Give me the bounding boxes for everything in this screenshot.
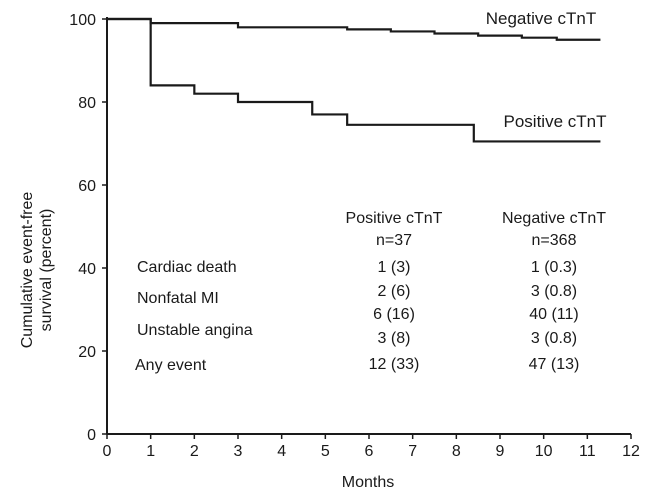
event-table: Positive cTnT n=37 Negative cTnT n=368 C… — [135, 210, 606, 374]
y-tick-label: 0 — [87, 427, 96, 444]
x-tick-label: 9 — [496, 443, 505, 460]
table-cell: 40 (11) — [529, 306, 579, 323]
table-header-positive: Positive cTnT — [346, 210, 443, 227]
y-axis-title-line-2: survival (percent) — [38, 209, 55, 332]
survival-curve-positive — [107, 17, 601, 143]
survival-curve-negative — [107, 17, 601, 41]
y-tick-label: 20 — [78, 344, 96, 361]
table-cell: 1 (3) — [378, 259, 411, 276]
table-cell: 6 (16) — [373, 306, 415, 323]
y-tick-label: 60 — [78, 178, 96, 195]
table-row-label: Cardiac death — [137, 259, 237, 276]
x-tick-label: 2 — [190, 443, 199, 460]
table-header-negative: Negative cTnT — [502, 210, 606, 227]
x-tick-label: 1 — [146, 443, 155, 460]
table-cell: 3 (0.8) — [531, 283, 577, 300]
table-cell: 2 (6) — [378, 283, 411, 300]
y-tick-label: 100 — [69, 12, 96, 29]
table-cell: 3 (8) — [378, 330, 411, 347]
x-ticks: 0 1 2 3 4 5 6 7 8 9 10 11 12 — [103, 434, 640, 460]
series-label-negative: Negative cTnT — [486, 9, 597, 28]
table-header-negative-n: n=368 — [532, 232, 577, 249]
x-tick-label: 4 — [277, 443, 286, 460]
y-tick-label: 40 — [78, 261, 96, 278]
series-labels: Negative cTnT Positive cTnT — [486, 9, 607, 131]
x-tick-label: 0 — [103, 443, 112, 460]
table-row-label: Unstable angina — [137, 322, 253, 339]
x-axis-title: Months — [342, 474, 394, 491]
table-cell: 12 (33) — [369, 356, 420, 373]
x-tick-label: 5 — [321, 443, 330, 460]
table-header-positive-n: n=37 — [376, 232, 412, 249]
x-tick-label: 3 — [234, 443, 243, 460]
survival-curves — [107, 17, 601, 143]
table-row-label: Nonfatal MI — [137, 290, 219, 307]
table-cell: 3 (0.8) — [531, 330, 577, 347]
x-tick-label: 10 — [535, 443, 553, 460]
table-row-label: Any event — [135, 357, 207, 374]
y-ticks: 0 20 40 60 80 100 — [69, 12, 107, 444]
series-label-positive: Positive cTnT — [504, 112, 607, 131]
y-tick-label: 80 — [78, 95, 96, 112]
y-axis-title: Cumulative event-free survival (percent) — [19, 192, 55, 349]
x-tick-label: 7 — [408, 443, 417, 460]
x-tick-label: 12 — [622, 443, 640, 460]
x-tick-label: 11 — [579, 443, 596, 460]
x-tick-label: 6 — [365, 443, 374, 460]
y-axis-title-line-1: Cumulative event-free — [19, 192, 36, 349]
table-cell: 1 (0.3) — [531, 259, 577, 276]
table-cell: 47 (13) — [529, 356, 580, 373]
x-tick-label: 8 — [452, 443, 461, 460]
